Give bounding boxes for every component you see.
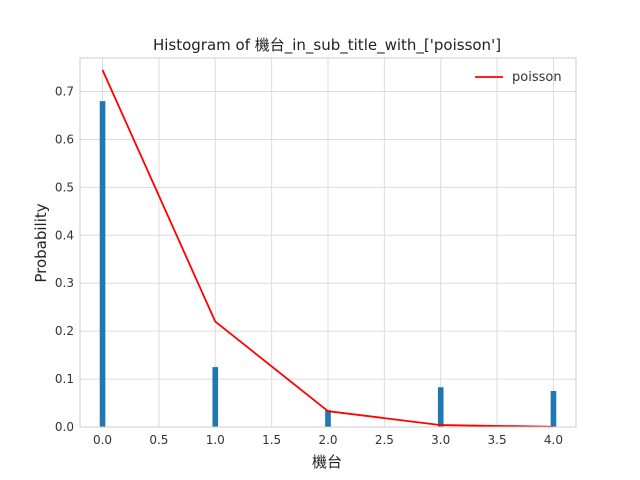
x-tick-label: 3.0 xyxy=(431,433,450,447)
x-tick-label: 3.5 xyxy=(488,433,507,447)
x-axis-label: 機台 xyxy=(312,453,342,471)
x-tick-label: 4.0 xyxy=(544,433,563,447)
histogram-bars xyxy=(99,101,557,427)
y-axis-label: Probability xyxy=(32,203,50,282)
legend-label: poisson xyxy=(512,70,562,85)
y-tick-label: 0.6 xyxy=(55,132,74,146)
y-tick-label: 0.0 xyxy=(55,420,74,434)
x-tick-label: 0.5 xyxy=(149,433,168,447)
y-tick-label: 0.7 xyxy=(55,85,74,99)
histogram-bar xyxy=(212,367,219,427)
x-tick-label: 0.0 xyxy=(93,433,112,447)
grid xyxy=(80,58,576,428)
histogram-bar xyxy=(437,387,444,427)
plot-frame xyxy=(79,57,577,428)
histogram-bar xyxy=(99,101,106,427)
chart-title: Histogram of 機台_in_sub_title_with_['pois… xyxy=(153,36,501,55)
x-tick-label: 1.5 xyxy=(262,433,281,447)
x-tick-label: 1.0 xyxy=(206,433,225,447)
legend: poisson xyxy=(475,70,562,85)
x-tick-label: 2.5 xyxy=(375,433,394,447)
series-lines xyxy=(101,69,554,428)
y-tick-label: 0.2 xyxy=(55,324,74,338)
x-tick-label: 2.0 xyxy=(318,433,337,447)
y-tick-label: 0.1 xyxy=(55,372,74,386)
histogram-bar xyxy=(325,410,331,427)
x-axis-ticks: 0.0 0.5 1.0 1.5 2.0 2.5 3.0 3.5 4.0 xyxy=(93,433,563,447)
histogram-bar xyxy=(550,391,557,427)
y-tick-label: 0.3 xyxy=(55,276,74,290)
y-tick-label: 0.4 xyxy=(55,228,74,242)
y-tick-label: 0.5 xyxy=(55,180,74,194)
series-line-poisson xyxy=(101,69,554,428)
y-axis-ticks: 0.0 0.1 0.2 0.3 0.4 0.5 0.6 0.7 xyxy=(55,85,74,434)
